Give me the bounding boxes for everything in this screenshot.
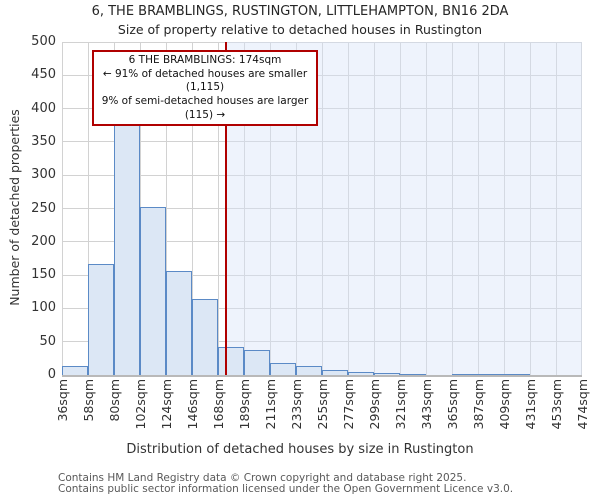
- vertical-gridline: [322, 42, 323, 375]
- y-tick-label: 200: [31, 233, 56, 249]
- vertical-gridline: [400, 42, 401, 375]
- x-tick-label: 102sqm: [133, 379, 148, 430]
- vertical-gridline: [452, 42, 453, 375]
- x-tick-label: 299sqm: [367, 379, 382, 430]
- x-tick-label: 365sqm: [445, 379, 460, 430]
- vertical-gridline: [270, 42, 271, 375]
- x-axis-line: [62, 375, 582, 377]
- vertical-gridline: [556, 42, 557, 375]
- y-tick-label: 500: [31, 34, 56, 49]
- x-axis-label: Distribution of detached houses by size …: [126, 442, 474, 457]
- histogram-bar: [244, 350, 270, 375]
- y-tick-label: 50: [39, 333, 56, 349]
- y-tick-label: 100: [31, 300, 56, 316]
- y-tick-label: 450: [31, 67, 56, 83]
- annotation-smaller-stat: ← 91% of detached houses are smaller (1,…: [102, 67, 308, 94]
- y-tick-label: 350: [31, 133, 56, 149]
- histogram-bar: [452, 373, 478, 375]
- vertical-gridline: [62, 42, 63, 375]
- histogram-bar: [504, 373, 530, 375]
- vertical-gridline: [478, 42, 479, 375]
- histogram-bar: [374, 373, 400, 375]
- y-tick-label: 0: [47, 367, 56, 382]
- histogram-bar: [322, 369, 348, 375]
- vertical-gridline: [504, 42, 505, 375]
- x-tick-label: 409sqm: [497, 379, 512, 430]
- vertical-gridline: [348, 42, 349, 375]
- histogram-bar: [218, 347, 244, 375]
- x-tick-label: 255sqm: [315, 379, 330, 430]
- y-tick-label: 150: [31, 267, 56, 283]
- histogram-bar: [270, 363, 296, 375]
- histogram-bar: [478, 373, 504, 375]
- vertical-gridline: [426, 42, 427, 375]
- chart-subtitle: Size of property relative to detached ho…: [117, 22, 483, 37]
- histogram-bar: [348, 372, 374, 375]
- x-tick-label: 387sqm: [471, 379, 486, 430]
- vertical-gridline: [218, 42, 219, 375]
- property-annotation-box: 6 THE BRAMBLINGS: 174sqm ← 91% of detach…: [92, 50, 318, 127]
- x-tick-label: 474sqm: [575, 379, 590, 430]
- x-tick-label: 124sqm: [159, 379, 174, 430]
- vertical-gridline: [192, 42, 193, 375]
- annotation-larger-stat: 9% of semi-detached houses are larger (1…: [101, 94, 309, 121]
- histogram-bar: [140, 207, 166, 375]
- x-tick-label: 343sqm: [419, 379, 434, 430]
- x-tick-label: 431sqm: [523, 379, 538, 430]
- footer-attribution-line2: Contains public sector information licen…: [58, 483, 514, 495]
- vertical-gridline: [88, 42, 89, 375]
- vertical-gridline: [296, 42, 297, 375]
- vertical-gridline: [166, 42, 167, 375]
- y-tick-label: 250: [31, 200, 56, 216]
- x-tick-label: 453sqm: [549, 379, 564, 430]
- x-tick-label: 36sqm: [55, 379, 70, 422]
- annotation-property-size: 6 THE BRAMBLINGS: 174sqm: [128, 54, 282, 66]
- x-tick-label: 146sqm: [185, 379, 200, 430]
- x-tick-label: 211sqm: [263, 379, 278, 430]
- x-tick-label: 58sqm: [81, 379, 96, 422]
- histogram-bar: [166, 271, 192, 375]
- vertical-gridline: [244, 42, 245, 375]
- property-size-marker-line: [224, 42, 227, 375]
- histogram-bar: [62, 366, 88, 375]
- plot-area: [62, 41, 582, 377]
- histogram-bar: [400, 373, 426, 375]
- histogram-bar: [192, 299, 218, 375]
- x-tick-label: 168sqm: [211, 379, 226, 430]
- x-tick-label: 277sqm: [341, 379, 356, 430]
- y-tick-label: 300: [31, 167, 56, 183]
- footer-attribution-line1: Contains HM Land Registry data © Crown c…: [58, 472, 467, 484]
- histogram-bar: [114, 111, 140, 375]
- histogram-bar: [88, 263, 114, 375]
- vertical-gridline: [374, 42, 375, 375]
- vertical-gridline: [581, 42, 582, 375]
- x-tick-label: 321sqm: [393, 379, 408, 430]
- y-tick-label: 400: [31, 100, 56, 116]
- chart-title: 6, THE BRAMBLINGS, RUSTINGTON, LITTLEHAM…: [91, 4, 509, 19]
- x-tick-label: 80sqm: [107, 379, 122, 422]
- x-tick-label: 189sqm: [237, 379, 252, 430]
- x-tick-label: 233sqm: [289, 379, 304, 430]
- vertical-gridline: [530, 42, 531, 375]
- histogram-bar: [296, 366, 322, 375]
